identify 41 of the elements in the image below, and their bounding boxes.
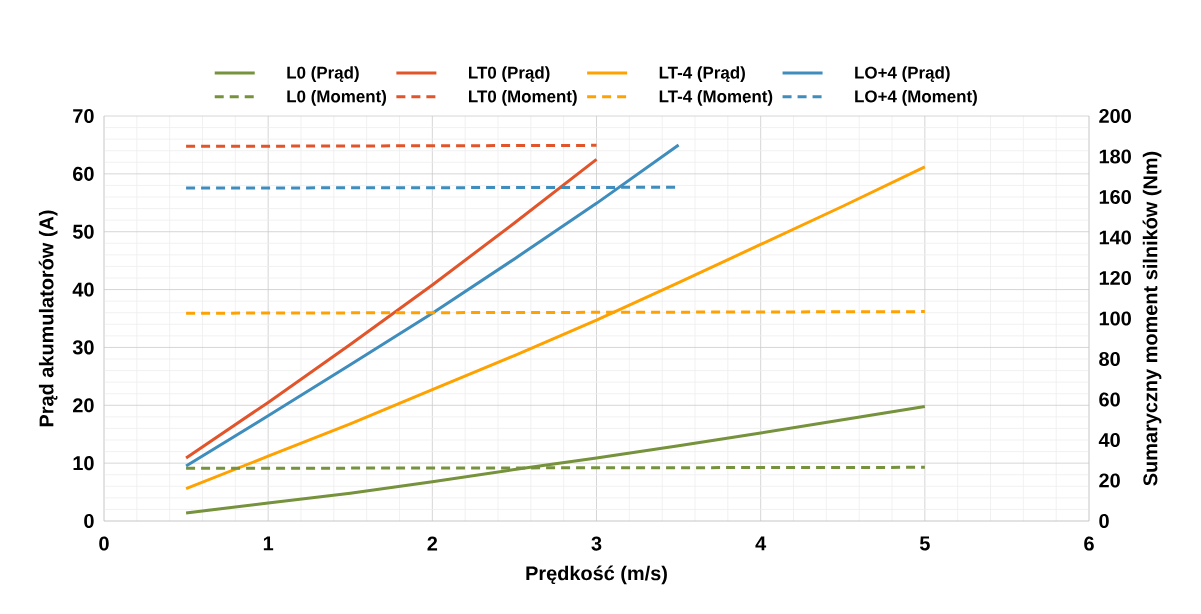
legend-label: LT-4 (Moment) xyxy=(659,89,773,106)
x-tick-label: 1 xyxy=(263,536,274,551)
y2-tick-label: 20 xyxy=(1099,473,1120,488)
line-series xyxy=(184,143,681,468)
legend-label: L0 (Moment) xyxy=(287,89,387,106)
y-tick-label: 70 xyxy=(73,108,94,124)
legend-label: LT-4 (Prąd) xyxy=(659,66,745,82)
x-tick-label: 3 xyxy=(591,536,602,551)
line-series xyxy=(184,404,927,515)
y-axis-title: Prąd akumulatorów (A) xyxy=(38,210,58,427)
y2-tick-label: 200 xyxy=(1099,108,1131,124)
y-tick-label: 40 xyxy=(72,282,94,297)
y-tick-label: 0 xyxy=(84,513,94,529)
y2-tick-label: 40 xyxy=(1098,432,1120,448)
y-tick-label: 20 xyxy=(73,398,94,413)
y2-tick-label: 0 xyxy=(1099,513,1109,529)
legend-label: LT0 (Prąd) xyxy=(469,66,550,82)
y-tick-label: 30 xyxy=(72,340,94,355)
legend-label: LO+4 (Prąd) xyxy=(855,66,950,82)
y-tick-label: 10 xyxy=(73,456,94,471)
legend-label: L0 (Prąd) xyxy=(287,66,359,82)
y-tick-label: 60 xyxy=(73,166,94,181)
line-series xyxy=(184,165,927,491)
y2-tick-label: 60 xyxy=(1099,392,1120,407)
x-tick-label: 5 xyxy=(919,536,930,551)
x-axis-title: Prędkość (m/s) xyxy=(526,565,667,585)
y2-tick-label: 120 xyxy=(1099,270,1131,286)
y2-tick-label: 80 xyxy=(1099,351,1120,367)
x-tick-label: 0 xyxy=(99,536,109,551)
y2-axis-title: Sumaryczny moment silników (Nm) xyxy=(1142,151,1162,486)
x-tick-label: 4 xyxy=(755,536,767,551)
legend-label: LT0 (Moment) xyxy=(469,89,577,106)
x-tick-label: 6 xyxy=(1084,536,1094,551)
y2-tick-label: 180 xyxy=(1099,149,1131,164)
y2-tick-label: 140 xyxy=(1099,230,1131,245)
line-series xyxy=(184,157,598,460)
y2-tick-label: 160 xyxy=(1099,189,1131,205)
x-tick-label: 2 xyxy=(427,536,438,551)
y-tick-label: 50 xyxy=(72,224,94,239)
y2-tick-label: 100 xyxy=(1099,311,1131,326)
legend-label: LO+4 (Moment) xyxy=(855,89,977,106)
